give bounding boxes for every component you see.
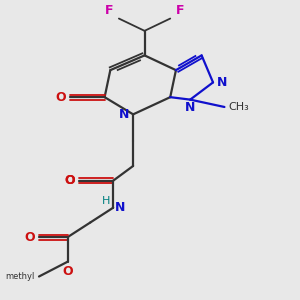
Text: N: N bbox=[115, 201, 125, 214]
Text: CH₃: CH₃ bbox=[229, 102, 250, 112]
Text: H: H bbox=[102, 196, 110, 206]
Text: N: N bbox=[118, 108, 129, 121]
Text: N: N bbox=[217, 76, 228, 89]
Text: O: O bbox=[62, 266, 73, 278]
Text: F: F bbox=[176, 4, 184, 17]
Text: O: O bbox=[24, 231, 35, 244]
Text: O: O bbox=[64, 174, 75, 187]
Text: N: N bbox=[185, 101, 195, 114]
Text: methyl: methyl bbox=[5, 272, 35, 281]
Text: O: O bbox=[56, 91, 66, 104]
Text: O: O bbox=[64, 174, 75, 187]
Text: F: F bbox=[105, 4, 113, 17]
